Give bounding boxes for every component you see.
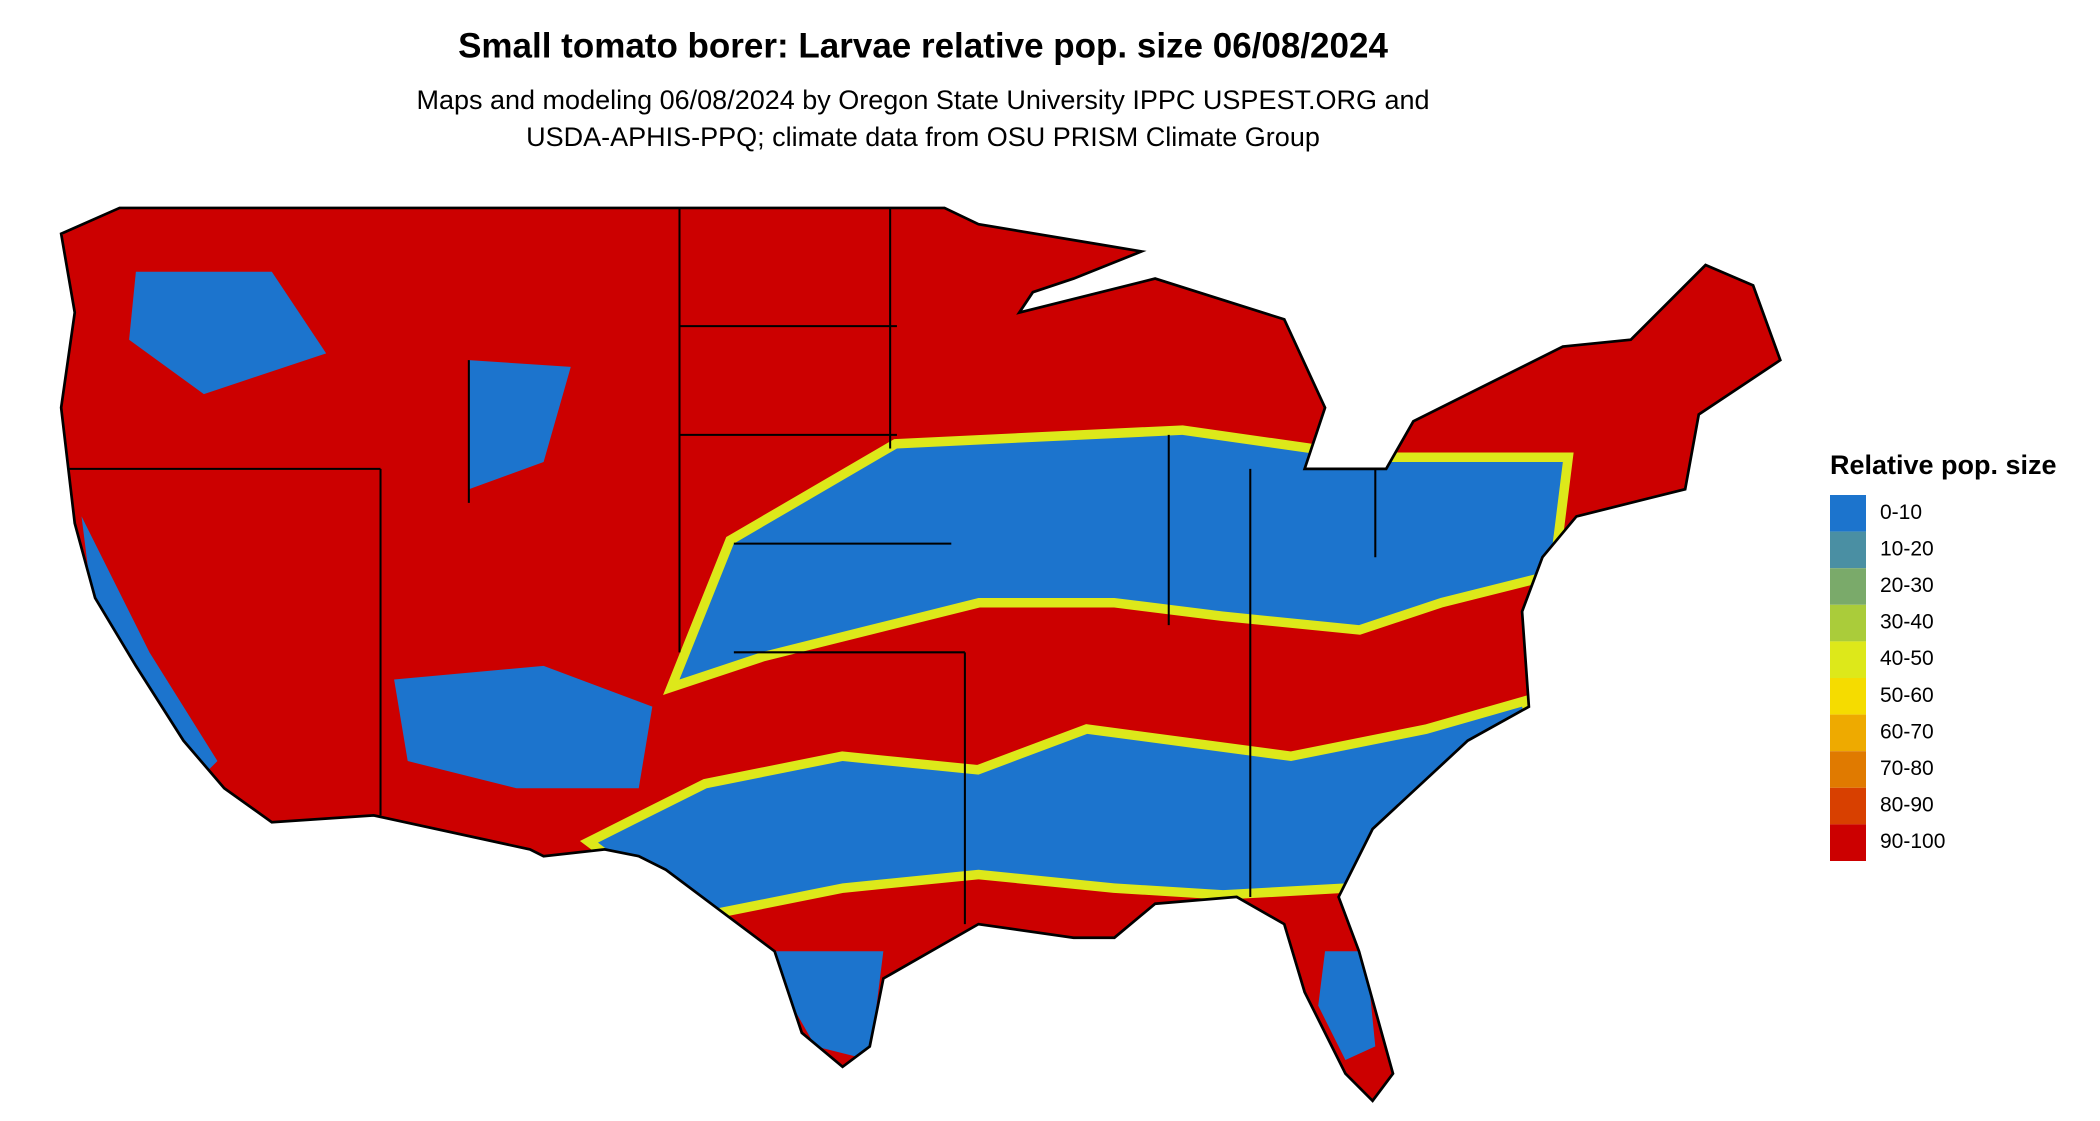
legend: 0-10 10-20 20-30 30-40 40-50 50-60 60-70 70-80 8… xyxy=(1830,495,1945,861)
legend-label: 20-30 xyxy=(1880,574,1934,597)
map-subtitle: Maps and modeling 06/08/2024 by Oregon S… xyxy=(416,85,1429,115)
legend-swatch xyxy=(1830,751,1866,788)
legend-label: 50-60 xyxy=(1880,684,1934,707)
map-subtitle: USDA-APHIS-PPQ; climate data from OSU PR… xyxy=(526,122,1320,152)
legend-swatch xyxy=(1830,641,1866,678)
legend-swatch xyxy=(1830,678,1866,715)
legend-swatch xyxy=(1830,531,1866,569)
legend-swatch xyxy=(1830,568,1866,605)
legend-label: 80-90 xyxy=(1880,794,1934,817)
legend-swatch xyxy=(1830,787,1866,825)
legend-swatch xyxy=(1830,495,1866,532)
legend-swatch xyxy=(1830,604,1866,642)
legend-label: 10-20 xyxy=(1880,537,1934,560)
legend-label: 0-10 xyxy=(1880,501,1922,524)
legend-label: 70-80 xyxy=(1880,757,1934,780)
legend-label: 90-100 xyxy=(1880,830,1945,853)
legend-title: Relative pop. size xyxy=(1830,450,2057,480)
legend-label: 30-40 xyxy=(1880,611,1934,634)
state-borders xyxy=(67,207,1377,925)
legend-swatch xyxy=(1830,714,1866,752)
legend-swatch xyxy=(1830,824,1866,861)
legend-label: 60-70 xyxy=(1880,720,1934,743)
legend-label: 40-50 xyxy=(1880,647,1934,670)
map-title: Small tomato borer: Larvae relative pop.… xyxy=(458,26,1388,65)
us-map xyxy=(59,206,1782,1103)
